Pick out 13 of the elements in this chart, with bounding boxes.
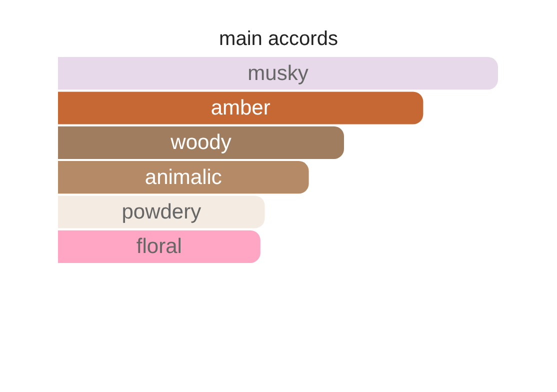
y-tick-label: floral xyxy=(136,235,182,258)
bar xyxy=(58,161,309,194)
bar xyxy=(58,92,424,124)
bar xyxy=(58,126,344,159)
y-tick-label: woody xyxy=(170,131,232,154)
y-tick-label: animalic xyxy=(144,166,222,189)
y-tick-label: musky xyxy=(248,62,309,85)
bar xyxy=(58,196,265,228)
y-tick-label: amber xyxy=(210,96,270,120)
chart-title: main accords xyxy=(219,28,338,50)
bar xyxy=(58,230,260,263)
y-tick-label: powdery xyxy=(122,200,202,224)
bar xyxy=(58,57,498,90)
